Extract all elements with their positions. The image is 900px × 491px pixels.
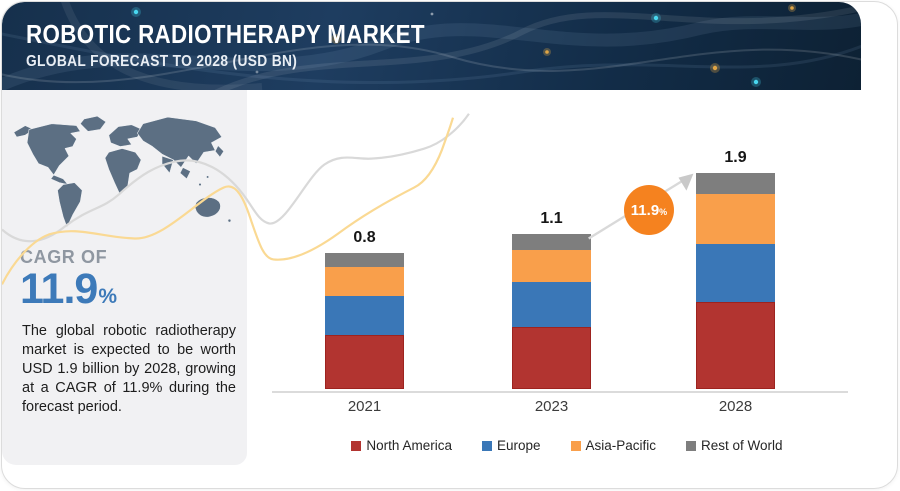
market-summary-text: The global robotic radiotherapy market i… (22, 323, 236, 415)
legend-item-asia-pacific[interactable]: Asia-Pacific (570, 438, 657, 453)
cagr-callout-badge: 11.9 % (624, 185, 674, 235)
legend-label: Europe (496, 438, 541, 453)
legend-swatch (351, 440, 362, 451)
page-title: ROBOTIC RADIOTHERAPY MARKET (26, 19, 425, 49)
bar-segment-2028-north-america[interactable] (696, 301, 775, 389)
legend-label: Asia-Pacific (585, 438, 657, 453)
legend-label: North America (366, 438, 452, 453)
bar-segment-2023-rest-of-world[interactable] (512, 234, 591, 250)
legend-swatch (570, 440, 581, 451)
bar-2023: 1.1 2023 (512, 210, 591, 415)
header-band: ROBOTIC RADIOTHERAPY MARKET GLOBAL FOREC… (2, 2, 861, 90)
cagr-percent-sign: % (98, 285, 118, 308)
glow-dots (131, 4, 796, 87)
network-lines-decoration (2, 2, 861, 90)
page-subtitle: GLOBAL FORECAST TO 2028 (USD BN) (26, 53, 298, 70)
bar-segment-2021-europe[interactable] (325, 295, 404, 335)
bar-total-label-2021: 0.8 (353, 229, 376, 247)
callout-percent-sign: % (659, 207, 668, 217)
bar-segment-2028-asia-pacific[interactable] (696, 193, 775, 244)
legend-label: Rest of World (701, 438, 783, 453)
bar-segment-2028-europe[interactable] (696, 243, 775, 302)
bar-total-label-2023: 1.1 (540, 210, 563, 228)
legend-item-rest-of-world[interactable]: Rest of World (686, 438, 783, 453)
x-tick-label-2028: 2028 (718, 398, 753, 415)
bar-2021: 0.8 2021 (325, 229, 404, 415)
bar-segment-2023-asia-pacific[interactable] (512, 249, 591, 282)
bar-segment-2021-rest-of-world[interactable] (325, 253, 404, 267)
bar-segment-2023-north-america[interactable] (512, 327, 591, 389)
x-axis-line (272, 391, 848, 393)
chart-legend: North America Europe Asia-Pacific Rest of W… (252, 438, 882, 453)
x-tick-label-2021: 2021 (347, 398, 382, 415)
legend-swatch (481, 440, 492, 451)
legend-item-europe[interactable]: Europe (481, 438, 541, 453)
bar-total-label-2028: 1.9 (724, 149, 747, 166)
callout-value: 11.9 (630, 201, 660, 219)
bar-segment-2021-asia-pacific[interactable] (325, 266, 404, 296)
bar-segment-2021-north-america[interactable] (325, 334, 404, 389)
bar-segment-2023-europe[interactable] (512, 281, 591, 327)
legend-swatch (686, 440, 697, 451)
legend-item-north-america[interactable]: North America (351, 438, 452, 453)
x-tick-label-2023: 2023 (534, 398, 569, 415)
bar-2028: 1.9 2028 (696, 149, 775, 415)
bar-segment-2028-rest-of-world[interactable] (696, 173, 775, 194)
